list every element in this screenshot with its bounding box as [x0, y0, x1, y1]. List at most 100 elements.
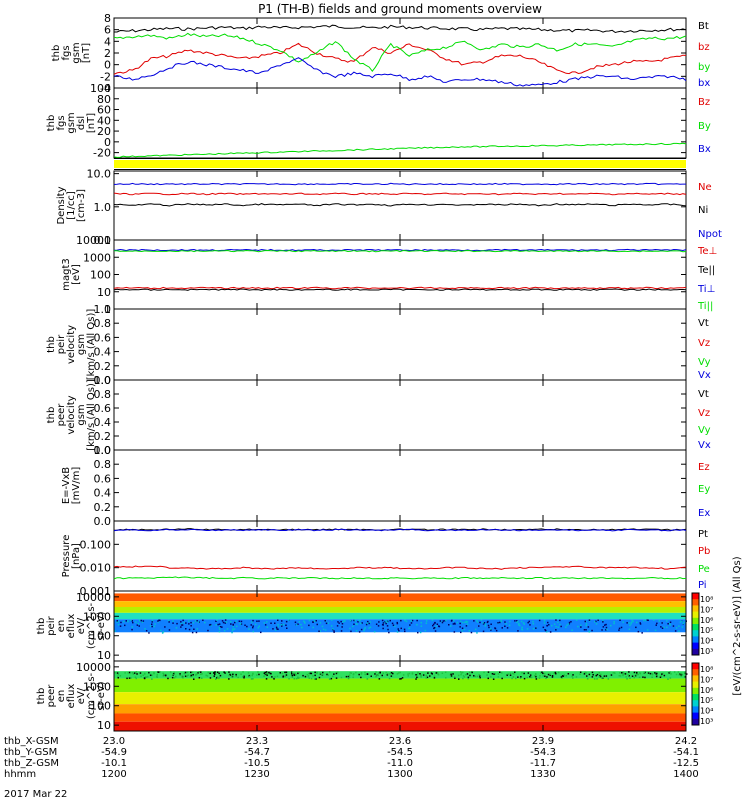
heatmap-speck [637, 673, 639, 676]
heatmap-speck [487, 624, 490, 627]
heatmap-speck [497, 676, 500, 678]
heatmap-speck [643, 671, 645, 673]
heatmap-speck [490, 623, 492, 625]
y-tick-label: -4 [100, 82, 111, 95]
heatmap-speck [157, 620, 159, 622]
x-tick-label: 23.3 [246, 736, 268, 747]
colorbar-tick-label: 10⁵ [700, 696, 713, 705]
heatmap-speck [535, 673, 537, 675]
heatmap-speck [551, 624, 553, 627]
series-ni [113, 203, 687, 207]
heatmap-speck [431, 619, 434, 622]
heatmap-speck [666, 620, 668, 622]
heatmap-speck [497, 622, 499, 624]
y-tick-label: -20 [93, 147, 111, 160]
heatmap-speck [453, 619, 455, 622]
heatmap-speck [120, 621, 122, 624]
heatmap-speck [195, 631, 198, 634]
heatmap-speck [506, 627, 509, 629]
heatmap-speck [501, 672, 503, 674]
heatmap-speck [195, 673, 197, 676]
heatmap-speck [157, 671, 160, 673]
heatmap-speck [145, 676, 148, 678]
heatmap-speck [369, 626, 372, 628]
heatmap-speck [240, 620, 243, 623]
heatmap-speck [124, 624, 126, 627]
heatmap-speck [600, 673, 602, 676]
heatmap-speck [630, 621, 633, 624]
y-axis-label: en [56, 620, 67, 633]
heatmap-speck [274, 676, 276, 678]
heatmap-speck [661, 622, 663, 624]
heatmap-speck [557, 626, 560, 628]
heatmap-speck [683, 621, 685, 623]
heatmap-speck [534, 674, 537, 676]
heatmap-speck [319, 630, 322, 632]
heatmap-speck [201, 673, 203, 675]
colorbar-tick-label: 10³ [700, 647, 713, 656]
heatmap-speck [193, 628, 195, 630]
heatmap-speck [602, 621, 604, 623]
heatmap-speck [599, 675, 602, 678]
y-axis-label: thb [46, 115, 57, 132]
heatmap-speck [528, 620, 530, 623]
heatmap-speck [631, 675, 634, 677]
heatmap-texture [114, 619, 687, 634]
heatmap-speck [231, 631, 233, 634]
heatmap-speck [275, 626, 278, 629]
heatmap-speck [310, 672, 313, 675]
heatmap-speck [151, 678, 153, 680]
heatmap-speck [441, 672, 444, 674]
heatmap-speck [349, 627, 351, 630]
panel-frame [113, 520, 687, 592]
heatmap-speck [473, 620, 475, 622]
heatmap-speck [156, 674, 158, 676]
heatmap-speck [637, 630, 640, 633]
y-tick-label: 0 [104, 136, 111, 149]
heatmap-speck [248, 628, 250, 630]
heatmap-speck [439, 620, 442, 622]
heatmap-speck [180, 626, 182, 628]
heatmap-speck [168, 629, 171, 631]
heatmap-speck [416, 676, 418, 679]
heatmap-speck [466, 621, 469, 623]
heatmap-speck [180, 624, 183, 626]
heatmap-speck [208, 624, 211, 626]
heatmap-speck [312, 675, 314, 677]
heatmap-speck [579, 673, 581, 675]
heatmap-speck [605, 629, 607, 631]
series-bz [113, 42, 687, 75]
heatmap-speck [442, 620, 445, 622]
heatmap-speck [593, 678, 596, 680]
heatmap-speck [420, 675, 422, 677]
heatmap-speck [295, 673, 297, 676]
heatmap-speck [410, 622, 413, 624]
legend-vz: Vz [698, 338, 710, 349]
heatmap-speck [318, 676, 321, 679]
heatmap-speck [625, 676, 627, 678]
heatmap-speck [131, 628, 133, 631]
heatmap-speck [145, 630, 148, 632]
heatmap-speck [176, 622, 178, 625]
heatmap-speck [667, 623, 669, 625]
heatmap-speck [373, 631, 376, 633]
heatmap-speck [554, 671, 557, 674]
heatmap-speck [482, 622, 484, 624]
legend-ez: Ez [698, 462, 710, 473]
heatmap-speck [572, 677, 574, 679]
heatmap-speck [330, 625, 333, 627]
heatmap-speck [308, 624, 310, 627]
y-tick-label: 1.0 [94, 444, 112, 457]
heatmap-speck [402, 674, 405, 676]
heatmap-speck [419, 631, 422, 634]
heatmap-speck [360, 676, 362, 679]
heatmap-band-0 [114, 671, 686, 679]
x-tick-label: -12.5 [673, 758, 699, 769]
heatmap-speck [678, 674, 680, 676]
heatmap-speck [532, 620, 534, 623]
heatmap-speck [542, 626, 545, 629]
x-tick-label: 1300 [387, 769, 412, 780]
heatmap-speck [348, 676, 351, 679]
heatmap-speck [282, 623, 285, 626]
heatmap-speck [639, 622, 641, 624]
